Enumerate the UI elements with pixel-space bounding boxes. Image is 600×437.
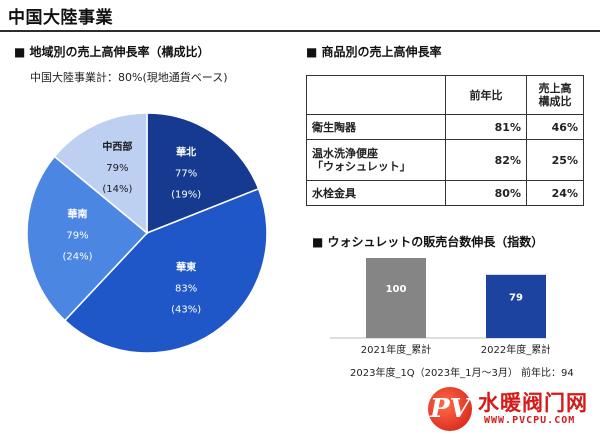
table-row: 温水洗浄便座 「ウォシュレット」 82% 25% [306, 139, 584, 181]
pie-slice [26, 155, 149, 322]
pie-slice-share: (24%) [62, 251, 92, 262]
pie-slice-name: 華南 [68, 207, 88, 220]
row-name: 水栓金具 [306, 180, 446, 206]
pie-slice-share: (14%) [102, 184, 132, 195]
pie-slice-name: 中西部 [102, 140, 132, 153]
row-yoy: 81% [445, 114, 527, 140]
pie-slice [63, 187, 268, 354]
pie-slice-growth: 83% [175, 284, 197, 295]
site-logo: PV 水暖阀门网 WWW.PVCPU.COM [428, 385, 600, 437]
pie-slice-name: 華東 [176, 261, 196, 274]
pie-slice-growth: 77% [175, 168, 197, 179]
region-pie-chart: 華北 77% (19%) 華東 83% (43%) 華南 79% (24%) 中西部 79% (14%… [26, 112, 268, 354]
bar-value-label: 79 [509, 292, 523, 303]
washlet-bar-chart: 100 2021年度_累計 79 2022年度_累計 [330, 258, 550, 356]
region-section-title: ■ 地域別の売上高伸長率（構成比） [14, 45, 210, 59]
bar-value-label: 100 [386, 284, 407, 295]
bar [366, 258, 426, 338]
table-row: 水栓金具 80% 24% [306, 180, 584, 206]
table-header-yoy: 前年比 [445, 75, 527, 115]
pie-slice-share: (43%) [171, 305, 201, 316]
row-share: 46% [526, 114, 584, 140]
pie-slice-growth: 79% [66, 230, 88, 241]
bar-category-label: 2022年度_累計 [481, 343, 550, 356]
pie-slice [53, 112, 148, 235]
logo-sub-text: WWW.PVCPU.COM [484, 415, 576, 426]
bar [486, 274, 546, 338]
title-divider [0, 30, 600, 32]
table-row: 衛生陶器 81% 46% [306, 114, 584, 140]
product-section-title: ■ 商品別の売上高伸長率 [306, 45, 442, 59]
row-yoy: 80% [445, 180, 527, 206]
table-header-row: 前年比 売上高 構成比 [306, 75, 584, 115]
washlet-section-title: ■ ウォシュレットの販売台数伸長（指数） [312, 235, 544, 249]
bar-category-label: 2021年度_累計 [361, 343, 431, 356]
page-title: 中国大陸事業 [8, 8, 113, 28]
chart-footnote: 2023年度_1Q（2023年_1月〜3月） 前年比：94 [350, 368, 574, 379]
pie-slice-name: 華北 [176, 145, 196, 158]
pie-slice-growth: 79% [106, 163, 128, 174]
product-growth-table: 前年比 売上高 構成比 衛生陶器 81% 46% 温水洗浄便座 「ウォシュレット」 … [306, 75, 584, 206]
region-section-subtitle: 中国大陸事業計：80%(現地通貨ベース) [30, 71, 228, 84]
row-name: 衛生陶器 [306, 114, 446, 140]
row-share: 25% [526, 139, 584, 181]
logo-main-text: 水暖阀门网 [478, 391, 588, 415]
pie-slice-share: (19%) [171, 189, 201, 200]
logo-mark-icon: PV [428, 387, 472, 431]
row-share: 24% [526, 180, 584, 206]
row-yoy: 82% [445, 139, 527, 181]
row-name: 温水洗浄便座 「ウォシュレット」 [306, 139, 446, 181]
pie-slice [146, 112, 260, 235]
table-header-name [306, 75, 446, 115]
table-header-share: 売上高 構成比 [526, 75, 584, 115]
